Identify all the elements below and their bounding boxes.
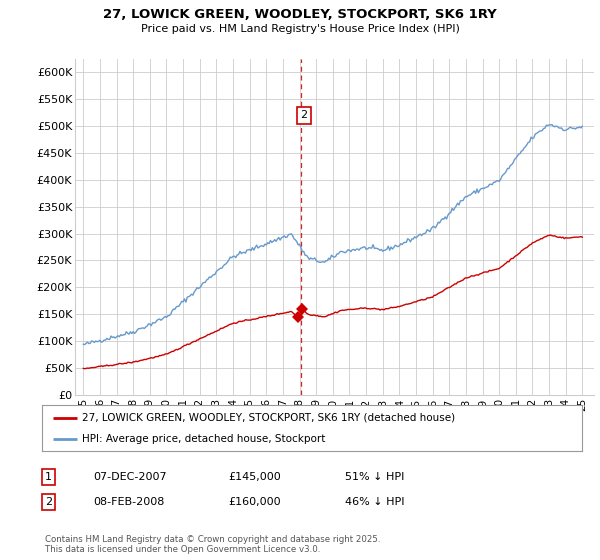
Text: 08-FEB-2008: 08-FEB-2008 (93, 497, 164, 507)
Text: 1: 1 (45, 472, 52, 482)
Text: 2: 2 (300, 110, 307, 120)
Text: 07-DEC-2007: 07-DEC-2007 (93, 472, 167, 482)
Text: Price paid vs. HM Land Registry's House Price Index (HPI): Price paid vs. HM Land Registry's House … (140, 24, 460, 34)
Text: Contains HM Land Registry data © Crown copyright and database right 2025.
This d: Contains HM Land Registry data © Crown c… (45, 535, 380, 554)
Text: 27, LOWICK GREEN, WOODLEY, STOCKPORT, SK6 1RY (detached house): 27, LOWICK GREEN, WOODLEY, STOCKPORT, SK… (83, 413, 455, 423)
Text: 2: 2 (45, 497, 52, 507)
Text: 27, LOWICK GREEN, WOODLEY, STOCKPORT, SK6 1RY: 27, LOWICK GREEN, WOODLEY, STOCKPORT, SK… (103, 8, 497, 21)
Text: 46% ↓ HPI: 46% ↓ HPI (345, 497, 404, 507)
Text: HPI: Average price, detached house, Stockport: HPI: Average price, detached house, Stoc… (83, 435, 326, 444)
Text: £160,000: £160,000 (228, 497, 281, 507)
Text: £145,000: £145,000 (228, 472, 281, 482)
Text: 51% ↓ HPI: 51% ↓ HPI (345, 472, 404, 482)
